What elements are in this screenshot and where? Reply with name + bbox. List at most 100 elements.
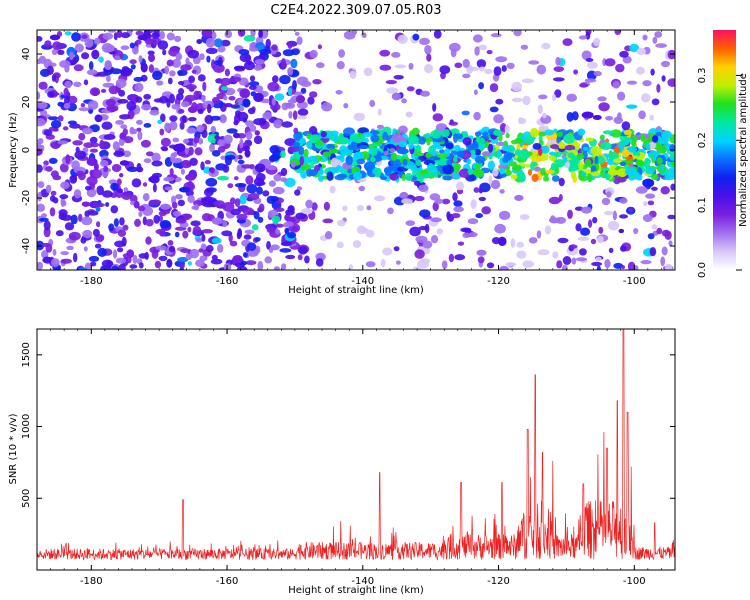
heatmap-cell [519, 214, 530, 220]
heatmap-cell [95, 206, 101, 212]
heatmap-cell [514, 194, 524, 201]
heatmap-cell [93, 37, 101, 45]
heatmap-cell [204, 188, 215, 193]
heatmap-cell [462, 73, 471, 79]
heatmap-cell [165, 123, 172, 129]
heatmap-cell [60, 197, 66, 208]
heatmap-cell [558, 194, 563, 202]
heatmap-cell [296, 36, 303, 45]
heatmap-cell [293, 91, 303, 96]
heatmap-cell [527, 169, 533, 176]
heatmap-cell [89, 157, 95, 166]
heatmap-cell [453, 206, 464, 213]
heatmap-cell [482, 131, 489, 137]
heatmap-cell [593, 70, 602, 77]
heatmap-cell [427, 162, 434, 172]
heatmap-cell [274, 266, 280, 270]
heatmap-cell [504, 124, 510, 134]
heatmap-cell [616, 175, 627, 183]
heatmap-cell [51, 48, 58, 56]
heatmap-cell [239, 88, 250, 99]
heatmap-cell [254, 130, 260, 136]
heatmap-cell [287, 99, 297, 104]
colorbar-tick-label: 0.0 [697, 262, 708, 278]
heatmap-cell [412, 33, 420, 41]
heatmap-cell [642, 214, 653, 223]
heatmap-cell [330, 157, 339, 168]
heatmap-cell [73, 252, 78, 263]
heatmap-cell [332, 133, 338, 144]
heatmap-cell [67, 120, 77, 125]
heatmap-cell [150, 199, 162, 205]
heatmap-cell [495, 98, 504, 105]
spectrogram-x-tick-label: -160 [216, 276, 239, 287]
heatmap-cell [517, 149, 530, 160]
heatmap-cell [233, 132, 241, 139]
heatmap-cell [63, 87, 69, 97]
heatmap-cell [213, 63, 225, 73]
heatmap-cell [649, 247, 657, 257]
heatmap-cell [422, 240, 433, 249]
heatmap-cell [552, 93, 556, 102]
heatmap-cell [415, 159, 422, 167]
heatmap-cell [538, 94, 548, 100]
heatmap-cell [496, 149, 502, 159]
heatmap-cell [530, 161, 535, 172]
heatmap-cell [407, 135, 419, 144]
heatmap-cell [187, 49, 200, 59]
heatmap-cell [105, 98, 117, 107]
heatmap-cell [454, 254, 466, 261]
heatmap-cell [636, 66, 645, 75]
heatmap-cell [668, 240, 673, 247]
heatmap-cell [445, 143, 454, 150]
heatmap-cell [329, 185, 336, 194]
heatmap-cell [107, 30, 117, 33]
heatmap-cell [98, 56, 104, 63]
heatmap-cell [250, 30, 256, 37]
heatmap-cell [93, 202, 105, 208]
heatmap-cell [126, 100, 137, 111]
heatmap-cell [219, 114, 227, 124]
colorbar: 0.0 0.1 0.2 0.3 Normalized spectral amplitu… [697, 30, 749, 278]
heatmap-cell [562, 256, 572, 265]
heatmap-cell [80, 237, 87, 244]
heatmap-cell [343, 103, 349, 109]
heatmap-cell [84, 262, 92, 270]
heatmap-cell [520, 44, 529, 50]
heatmap-cell [141, 104, 152, 111]
heatmap-cell [585, 58, 594, 62]
heatmap-cell [89, 87, 101, 97]
heatmap-cell [293, 127, 299, 134]
heatmap-cell [296, 76, 309, 86]
heatmap-cell [243, 234, 252, 240]
heatmap-cell [227, 183, 234, 189]
heatmap-cell [556, 131, 564, 137]
heatmap-cell [220, 86, 229, 91]
heatmap-cell [281, 58, 286, 68]
heatmap-cell [135, 39, 142, 45]
heatmap-cell [132, 128, 138, 135]
heatmap-cell [486, 262, 495, 269]
heatmap-cell [120, 69, 129, 76]
heatmap-cell [383, 150, 389, 156]
heatmap-cell [143, 93, 152, 100]
heatmap-cell [140, 62, 148, 73]
heatmap-cell [272, 75, 279, 83]
heatmap-cell [60, 251, 69, 256]
heatmap-cell [555, 56, 561, 66]
heatmap-cell [408, 62, 414, 70]
heatmap-cell [148, 53, 155, 62]
snr-x-label: Height of straight line (km) [288, 585, 424, 596]
heatmap-cell [468, 232, 478, 238]
heatmap-cell [42, 256, 53, 264]
heatmap-cell [201, 94, 206, 103]
heatmap-cell [199, 53, 205, 61]
heatmap-cell [121, 192, 132, 200]
spectrogram-panel: -180 -160 -140 -120 -100 -40 -20 0 20 40 Height … [8, 29, 676, 296]
heatmap-cell [245, 260, 257, 266]
heatmap-cell [171, 103, 181, 110]
spectrogram-x-tick-label: -120 [487, 276, 510, 287]
heatmap-cell [236, 213, 248, 221]
heatmap-cell [82, 229, 93, 239]
heatmap-cell [612, 81, 620, 89]
